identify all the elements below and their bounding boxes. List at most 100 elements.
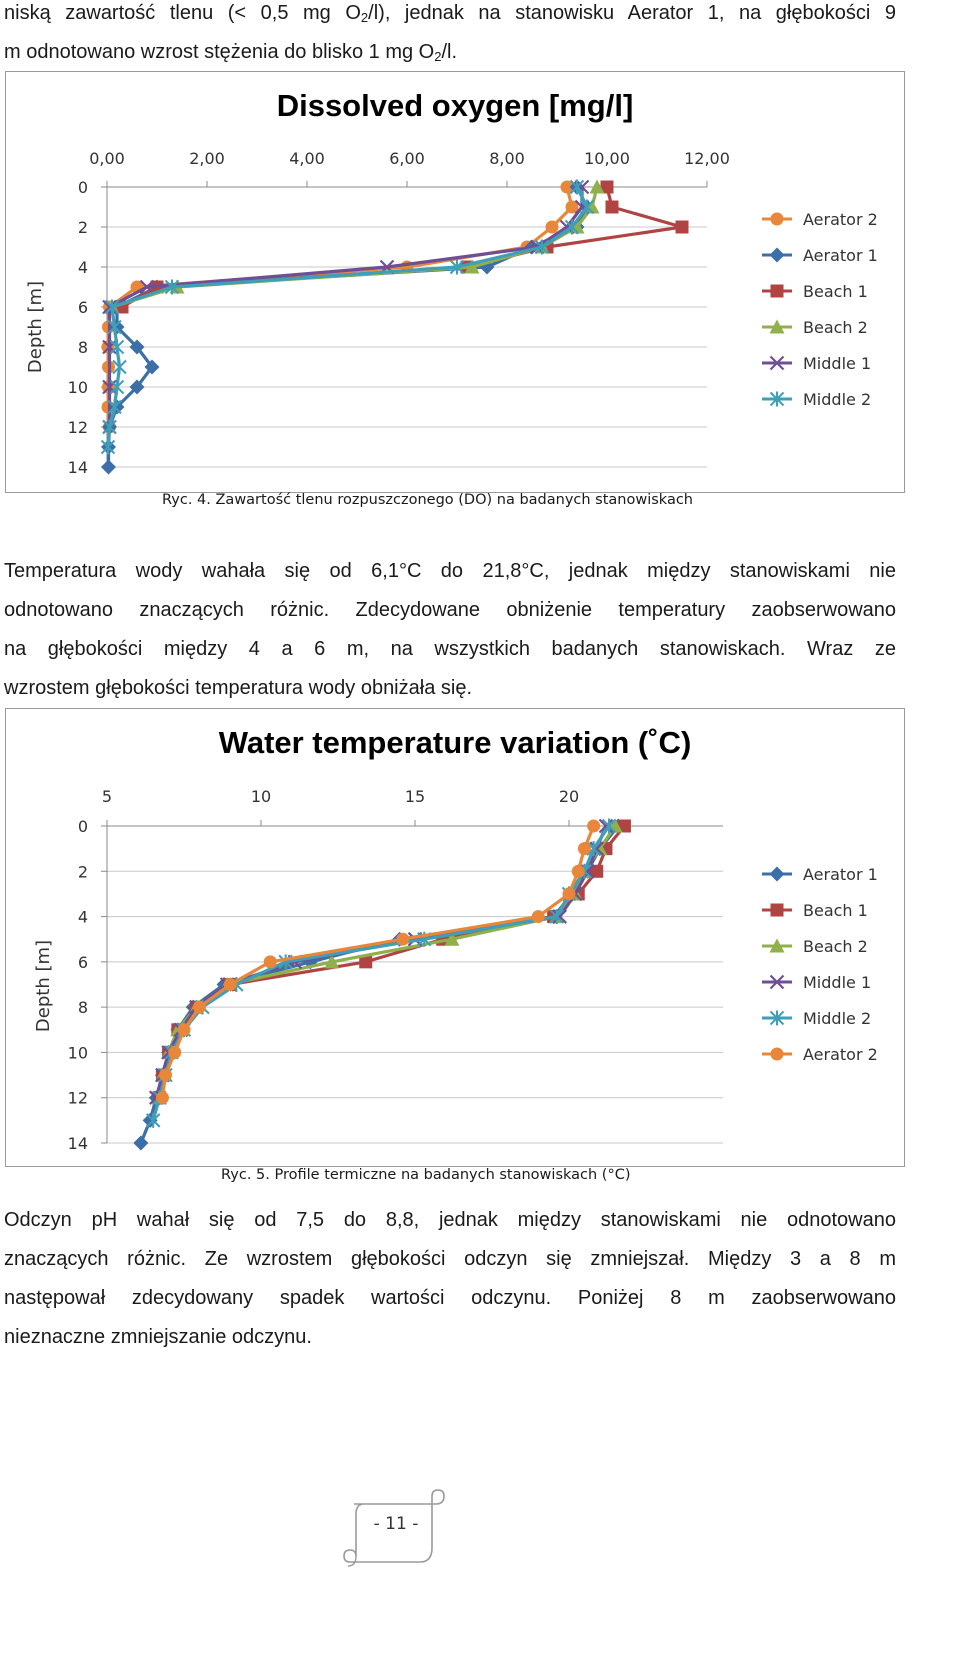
data-point	[552, 909, 568, 924]
paragraph-bottom-line-1: Odczyn pH wahał się od 7,5 do 8,8, jedna…	[4, 1209, 896, 1231]
series-line	[121, 186, 684, 309]
data-point	[569, 179, 585, 195]
series-line	[139, 824, 620, 1144]
legend-label: Middle 1	[803, 973, 871, 992]
legend-entry: Beach 2	[762, 937, 868, 956]
legend-marker	[770, 284, 784, 298]
y-tick-label: 0	[78, 817, 88, 836]
data-point	[565, 200, 579, 214]
paragraph-bottom: Odczyn pH wahał się od 7,5 do 8,8, jedna…	[4, 1201, 896, 1357]
series-middle-2	[100, 179, 595, 455]
data-point	[139, 279, 155, 295]
legend-entry: Beach 1	[762, 901, 868, 920]
data-point	[560, 180, 574, 194]
series-line	[106, 186, 589, 467]
data-point	[584, 199, 600, 214]
x-tick-label: 15	[405, 787, 425, 806]
series-aerator-2	[155, 819, 601, 1105]
text-fragment: /l), jednak na stanowisku Aerator 1, na …	[368, 2, 896, 24]
legend-label: Aerator 1	[803, 865, 878, 884]
data-point	[617, 819, 631, 833]
figure-caption-5: Ryc. 5. Profile termiczne na badanych st…	[221, 1167, 631, 1183]
data-point	[192, 1000, 206, 1014]
data-point	[600, 180, 614, 194]
legend-entry: Beach 1	[762, 282, 868, 301]
legend-marker	[769, 974, 785, 990]
data-point	[577, 842, 591, 856]
legend-marker	[769, 247, 785, 263]
x-tick-label: 12,00	[684, 149, 730, 168]
data-point	[534, 239, 550, 255]
legend-label: Middle 2	[803, 390, 871, 409]
legend-entry: Beach 2	[762, 318, 868, 337]
data-point	[168, 1045, 182, 1059]
legend-entry: Aerator 2	[762, 1045, 878, 1064]
legend-marker	[770, 212, 784, 226]
legend-entry: Middle 1	[762, 973, 871, 992]
paragraph-middle-line-3: na głębokości między 4 a 6 m, na wszystk…	[4, 638, 896, 660]
data-point	[396, 932, 410, 946]
x-tick-label: 20	[559, 787, 579, 806]
x-tick-label: 10,00	[584, 149, 630, 168]
data-point	[164, 279, 180, 295]
data-point	[144, 359, 160, 375]
data-point	[109, 379, 125, 395]
data-point	[324, 954, 340, 969]
legend-label: Aerator 2	[803, 1045, 878, 1064]
series-middle-2	[145, 818, 617, 1128]
paragraph-middle-line-2: odnotowano znaczących różnic. Zdecydowan…	[4, 599, 896, 621]
data-point	[675, 220, 689, 234]
legend-marker	[769, 1010, 785, 1026]
paragraph-middle-line-4: wzrostem głębokości temperatura wody obn…	[4, 677, 472, 699]
data-point	[109, 339, 125, 355]
paragraph-bottom-line-4: nieznaczne zmniejszanie odczynu.	[4, 1326, 312, 1348]
paragraph-top-line-2: m odnotowano wzrost stężenia do blisko 1…	[4, 33, 896, 72]
data-point	[444, 931, 460, 946]
paragraph-bottom-line-2: znaczących różnic. Ze wzrostem głębokośc…	[4, 1248, 896, 1270]
y-tick-label: 8	[78, 998, 88, 1017]
x-tick-label: 2,00	[189, 149, 225, 168]
x-tick-label: 8,00	[489, 149, 525, 168]
data-point	[590, 864, 604, 878]
data-point	[104, 299, 120, 315]
data-point	[464, 259, 480, 274]
paragraph-middle: Temperatura wody wahała się od 6,1°C do …	[4, 552, 896, 708]
legend-marker	[769, 355, 785, 371]
x-tick-label: 4,00	[289, 149, 325, 168]
x-tick-label: 5	[102, 787, 112, 806]
data-point	[155, 1091, 169, 1105]
y-axis-label: Depth [m]	[25, 281, 46, 373]
text-fragment: niską zawartość tlenu (< 0,5 mg O	[4, 2, 361, 24]
data-point	[107, 319, 122, 335]
y-tick-label: 0	[78, 178, 88, 197]
paragraph-top-line-1: niską zawartość tlenu (< 0,5 mg O2/l), j…	[4, 0, 896, 33]
legend-entry: Middle 2	[762, 390, 871, 409]
subscript: 2	[434, 49, 442, 64]
y-tick-label: 4	[78, 908, 88, 927]
y-tick-label: 12	[68, 418, 88, 437]
data-point	[549, 909, 564, 925]
water-temperature-chart: Water temperature variation (˚C) 0 2 4 6 8 10 1…	[5, 708, 905, 1167]
data-point	[449, 259, 465, 275]
paragraph-top: niską zawartość tlenu (< 0,5 mg O 2/l), j…	[4, 0, 896, 72]
y-tick-label: 6	[78, 953, 88, 972]
page-number: - 11 -	[340, 1486, 452, 1568]
legend-entry: Aerator 1	[762, 865, 878, 884]
legend-marker	[769, 319, 785, 334]
y-tick-label: 10	[68, 378, 88, 397]
legend-label: Beach 1	[803, 282, 868, 301]
legend-marker	[770, 903, 784, 917]
data-point	[605, 200, 619, 214]
data-point	[587, 819, 601, 833]
legend-entry: Middle 2	[762, 1009, 871, 1028]
x-tick-label: 6,00	[389, 149, 425, 168]
data-point	[531, 910, 545, 924]
data-point	[571, 864, 585, 878]
data-point	[601, 818, 617, 834]
data-point	[263, 955, 277, 969]
legend-marker	[769, 391, 785, 407]
paragraph-bottom-line-3: następował zdecydowany spadek wartości o…	[4, 1287, 896, 1309]
chart-title: Dissolved oxygen [mg/l]	[277, 88, 634, 123]
data-point	[129, 379, 145, 395]
scroll-ornament-icon	[343, 1489, 445, 1567]
